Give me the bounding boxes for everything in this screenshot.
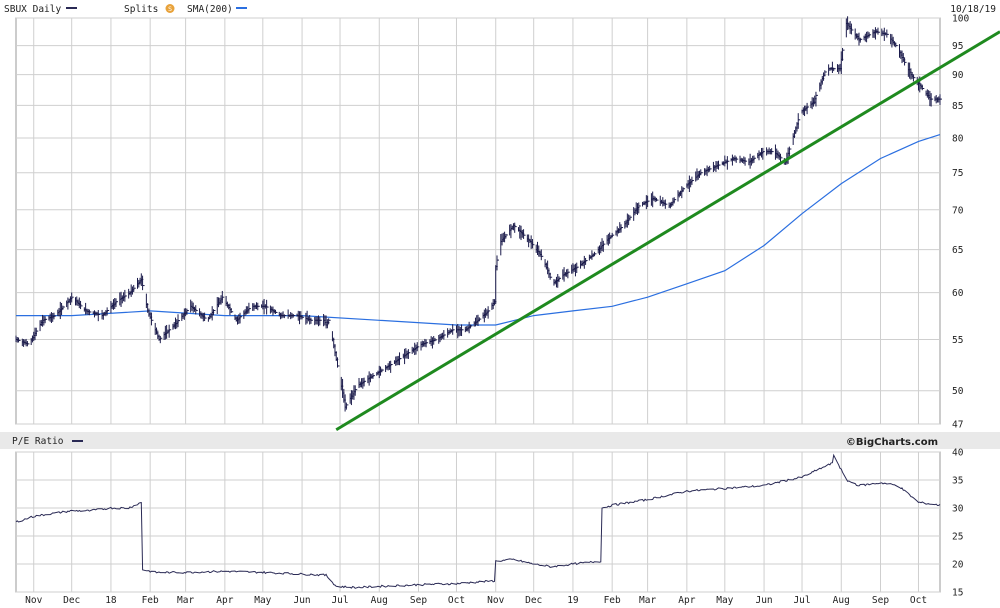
x-tick-label: Oct xyxy=(910,595,927,606)
symbol-label: SBUX Daily xyxy=(4,4,61,15)
pe-line xyxy=(15,453,941,589)
x-tick-label: Apr xyxy=(678,595,695,606)
price-y-tick-label: 47 xyxy=(952,420,963,431)
price-panel: 47 50 55 60 65 70 75 80 85 90 95 100 xyxy=(15,14,1000,432)
x-tick-label: Jul xyxy=(793,595,810,606)
x-tick-label: Oct xyxy=(448,595,465,606)
price-y-tick-label: 65 xyxy=(952,245,963,256)
price-y-tick-label: 100 xyxy=(952,14,969,25)
splits-badge-icon xyxy=(165,4,175,13)
x-tick-label: 18 xyxy=(105,595,117,606)
chart-header: SBUX Daily Splits S SMA(200) 10/18/19 xyxy=(4,4,996,15)
price-y-tick-label: 85 xyxy=(952,101,963,112)
x-tick-label: Nov xyxy=(25,595,42,606)
pe-panel: 15 20 25 30 35 40 xyxy=(15,448,964,599)
x-tick-label: Jun xyxy=(293,595,310,606)
price-y-tick-label: 50 xyxy=(952,386,964,397)
price-plot-frame xyxy=(15,17,941,425)
x-tick-label: Dec xyxy=(525,595,542,606)
price-y-tick-label: 55 xyxy=(952,335,963,346)
sma-label: SMA(200) xyxy=(187,4,233,15)
trendline-series xyxy=(335,30,1000,432)
panel-separator xyxy=(0,432,1000,449)
pe-y-axis: 15 20 25 30 35 40 xyxy=(952,448,964,599)
price-legend-swatch xyxy=(66,7,77,9)
sma-legend-swatch xyxy=(236,7,247,9)
x-tick-label: Feb xyxy=(142,595,159,606)
splits-label: Splits xyxy=(124,4,158,15)
sma-line xyxy=(16,134,941,326)
sma-series xyxy=(16,134,941,326)
pe-plot-frame xyxy=(15,451,941,593)
price-y-tick-label: 75 xyxy=(952,168,963,179)
x-tick-label: May xyxy=(254,595,271,606)
pe-y-tick-label: 25 xyxy=(952,532,963,543)
x-tick-label: Aug xyxy=(371,595,388,606)
x-tick-label: Feb xyxy=(604,595,621,606)
pe-legend-swatch xyxy=(72,440,83,442)
x-tick-label: Nov xyxy=(487,595,504,606)
price-y-tick-label: 90 xyxy=(952,70,964,81)
pe-y-tick-label: 30 xyxy=(952,504,964,515)
x-tick-label: Jul xyxy=(331,595,348,606)
x-tick-label: Apr xyxy=(216,595,233,606)
x-tick-label: May xyxy=(716,595,733,606)
x-tick-label: Dec xyxy=(63,595,80,606)
x-tick-label: Sep xyxy=(872,595,889,606)
x-axis: Nov Dec 18 Feb Mar Apr May Jun Jul Aug Sep Oct Nov De… xyxy=(25,595,927,606)
price-y-tick-label: 70 xyxy=(952,205,964,216)
x-tick-label: Jun xyxy=(755,595,772,606)
x-tick-label: 19 xyxy=(567,595,579,606)
watermark: ©BigCharts.com xyxy=(846,437,938,448)
price-y-axis: 47 50 55 60 65 70 75 80 85 90 95 100 xyxy=(952,14,969,431)
pe-y-tick-label: 15 xyxy=(952,588,963,599)
x-tick-label: Sep xyxy=(410,595,427,606)
price-y-tick-label: 95 xyxy=(952,41,963,52)
price-y-tick-label: 80 xyxy=(952,133,964,144)
pe-y-tick-label: 35 xyxy=(952,476,963,487)
price-bars xyxy=(15,16,942,412)
pe-y-tick-label: 20 xyxy=(952,560,964,571)
x-tick-label: Aug xyxy=(833,595,850,606)
trendline xyxy=(335,30,1000,432)
x-tick-label: Mar xyxy=(639,595,656,606)
pe-y-tick-label: 40 xyxy=(952,448,964,459)
chart-date: 10/18/19 xyxy=(950,4,996,15)
x-tick-label: Mar xyxy=(177,595,194,606)
splits-badge-letter: S xyxy=(168,6,172,13)
pe-grid xyxy=(16,451,940,593)
pe-panel-title: P/E Ratio xyxy=(12,436,64,447)
price-y-tick-label: 60 xyxy=(952,288,964,299)
pe-series xyxy=(15,453,941,589)
